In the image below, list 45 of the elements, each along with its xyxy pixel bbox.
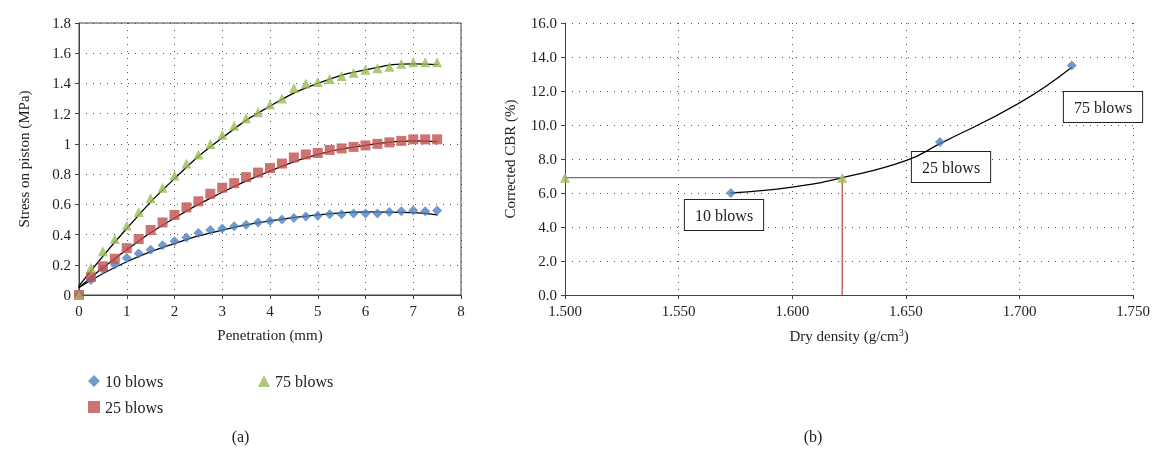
y-tick-label: 1.2 xyxy=(52,105,71,122)
x-tick-label: 1.550 xyxy=(661,302,696,319)
x-tick-label: 3 xyxy=(218,302,226,319)
x-tick-label: 7 xyxy=(409,302,418,319)
y-tick-label: 0 xyxy=(63,287,71,303)
y-tick-label: 2.0 xyxy=(538,253,557,269)
x-tick-label: 4 xyxy=(266,302,275,319)
x-tick-label: 1.700 xyxy=(1002,302,1037,319)
x-axis-title: Penetration (mm) xyxy=(217,326,323,344)
x-tick-label: 6 xyxy=(361,302,370,319)
y-tick-label: 0.6 xyxy=(52,196,72,213)
legend-label: 75 blows xyxy=(275,372,334,390)
x-tick-label: 1 xyxy=(123,302,131,319)
annotation: 10 blows xyxy=(694,206,754,224)
y-tick-label: 0.4 xyxy=(52,226,72,243)
y-tick-label: 8.0 xyxy=(538,151,557,167)
annotation: 25 blows xyxy=(921,158,981,176)
y-tick-label: 0.8 xyxy=(52,166,71,183)
annotation: 75 blows xyxy=(1073,98,1133,116)
text: (a) xyxy=(231,427,250,446)
y-tick-label: 0.0 xyxy=(538,287,557,303)
x-tick-label: 1.650 xyxy=(889,302,923,319)
legend-label: 25 blows xyxy=(105,398,164,416)
x-tick-label: 1.500 xyxy=(548,302,582,319)
y-tick-label: 14.0 xyxy=(530,49,557,65)
y-tick-label: 1.6 xyxy=(52,45,72,62)
x-tick-label: 0 xyxy=(75,302,83,319)
y-axis-title: Corrected CBR (%) xyxy=(501,99,519,219)
x-tick-label: 5 xyxy=(314,302,322,319)
legend-label: 10 blows xyxy=(105,372,164,390)
y-tick-label: 0.2 xyxy=(52,256,71,273)
y-tick-label: 4.0 xyxy=(538,219,557,235)
y-tick-label: 16.0 xyxy=(530,15,557,31)
y-tick-label: 10.0 xyxy=(530,117,557,133)
y-tick-label: 6.0 xyxy=(538,185,557,201)
y-tick-label: 1.4 xyxy=(52,75,72,92)
x-tick-label: 1.600 xyxy=(775,302,810,319)
y-tick-label: 1.8 xyxy=(52,15,71,31)
y-tick-label: 1 xyxy=(63,135,71,152)
x-tick-label: 1.750 xyxy=(1116,302,1150,319)
x-tick-label: 8 xyxy=(457,302,465,319)
y-tick-label: 12.0 xyxy=(530,83,557,99)
text: (b) xyxy=(803,427,823,446)
y-axis-title: Stress on piston (MPa) xyxy=(15,90,33,228)
x-tick-label: 2 xyxy=(170,302,179,319)
